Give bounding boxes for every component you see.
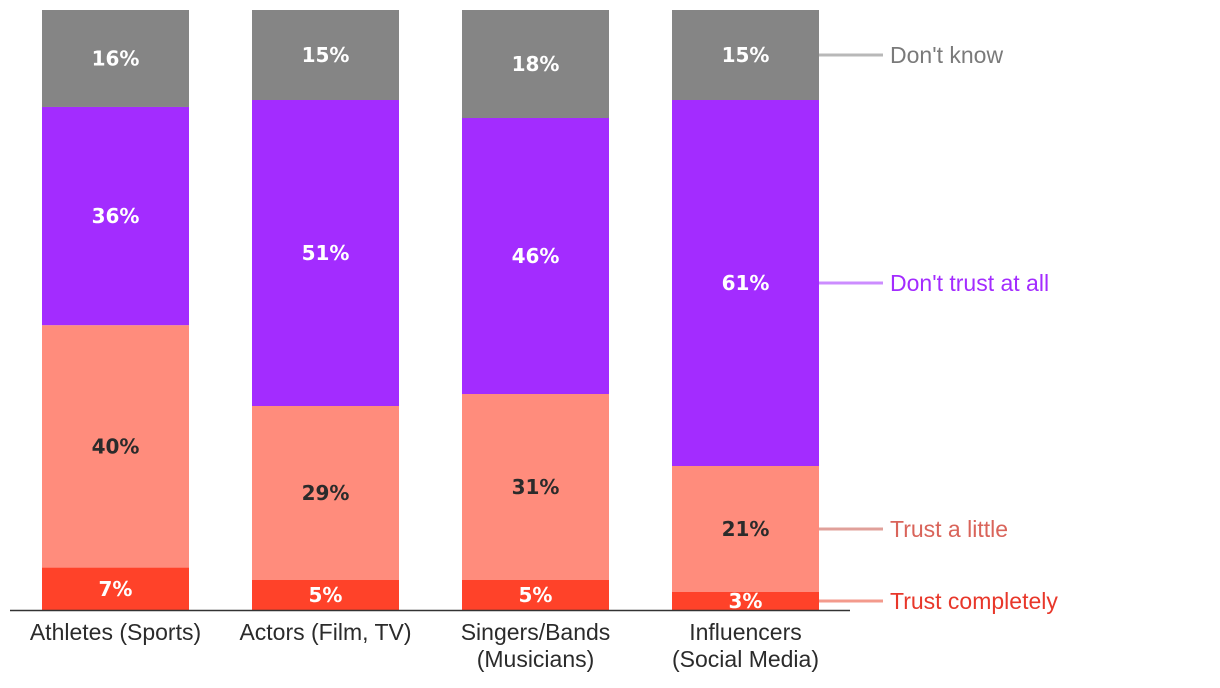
data-label-athletes-sports-trust-a-little: 40% xyxy=(92,434,140,458)
data-label-singers-bands-don-t-trust-at-all: 46% xyxy=(512,244,560,268)
data-label-influencers-don-t-trust-at-all: 61% xyxy=(722,271,770,295)
bar-segment-singers-bands-don-t-know xyxy=(462,10,609,118)
bar-segment-actors-film-tv-don-t-know xyxy=(252,10,399,100)
category-label-singers-bands: Singers/Bands xyxy=(461,619,611,645)
category-label-singers-bands-line-2: (Musicians) xyxy=(477,646,595,672)
data-label-influencers-trust-a-little: 21% xyxy=(722,517,770,541)
data-label-athletes-sports-don-t-know: 16% xyxy=(92,46,140,70)
category-label-influencers: Influencers xyxy=(689,619,802,645)
legend: Trust completely Trust a little Don't trus… xyxy=(819,42,1058,614)
bar-segment-singers-bands-don-t-trust-at-all xyxy=(462,118,609,394)
bar-segment-influencers-trust-a-little xyxy=(672,466,819,592)
bar-segment-influencers-don-t-know xyxy=(672,10,819,100)
bar-segment-singers-bands-trust-a-little xyxy=(462,394,609,580)
data-label-singers-bands-trust-a-little: 31% xyxy=(512,475,560,499)
bar-segment-influencers-trust-completely xyxy=(672,592,819,610)
data-label-actors-film-tv-trust-a-little: 29% xyxy=(302,481,350,505)
bar-segment-singers-bands-trust-completely xyxy=(462,580,609,610)
bar-segment-actors-film-tv-trust-a-little xyxy=(252,406,399,580)
category-label-athletes-sports: Athletes (Sports) xyxy=(30,619,201,645)
legend-label-trust-a-little: Trust a little xyxy=(890,516,1008,542)
data-label-influencers-don-t-know: 15% xyxy=(722,43,770,67)
data-label-influencers-trust-completely: 3% xyxy=(729,589,763,613)
bars-layer xyxy=(42,10,819,610)
category-labels-layer: Athletes (Sports) Actors (Film, TV) Singer… xyxy=(30,619,819,672)
data-label-singers-bands-don-t-know: 18% xyxy=(512,52,560,76)
data-label-actors-film-tv-don-t-trust-at-all: 51% xyxy=(302,241,350,265)
bar-segment-athletes-sports-trust-a-little xyxy=(42,325,189,568)
bar-segment-actors-film-tv-don-t-trust-at-all xyxy=(252,100,399,406)
segment-labels-layer: 7% 40% 36% 16% 5% 29% 51% 15% 5% 31% 46% 18% 3% 21% 61… xyxy=(92,43,770,613)
data-label-athletes-sports-don-t-trust-at-all: 36% xyxy=(92,204,140,228)
bar-segment-athletes-sports-trust-completely xyxy=(42,567,189,610)
bar-segment-athletes-sports-don-t-trust-at-all xyxy=(42,106,189,326)
category-label-actors-film-tv: Actors (Film, TV) xyxy=(239,619,411,645)
data-label-actors-film-tv-don-t-know: 15% xyxy=(302,43,350,67)
category-label-influencers-line-2: (Social Media) xyxy=(672,646,819,672)
legend-label-trust-completely: Trust completely xyxy=(890,588,1058,614)
data-label-singers-bands-trust-completely: 5% xyxy=(519,583,553,607)
bar-segment-athletes-sports-don-t-know xyxy=(42,10,189,107)
legend-label-don-t-trust-at-all: Don't trust at all xyxy=(890,270,1049,296)
bar-segment-influencers-don-t-trust-at-all xyxy=(672,100,819,466)
data-label-athletes-sports-trust-completely: 7% xyxy=(99,577,133,601)
data-label-actors-film-tv-trust-completely: 5% xyxy=(309,583,343,607)
bar-segment-actors-film-tv-trust-completely xyxy=(252,580,399,610)
legend-label-don-t-know: Don't know xyxy=(890,42,1003,68)
